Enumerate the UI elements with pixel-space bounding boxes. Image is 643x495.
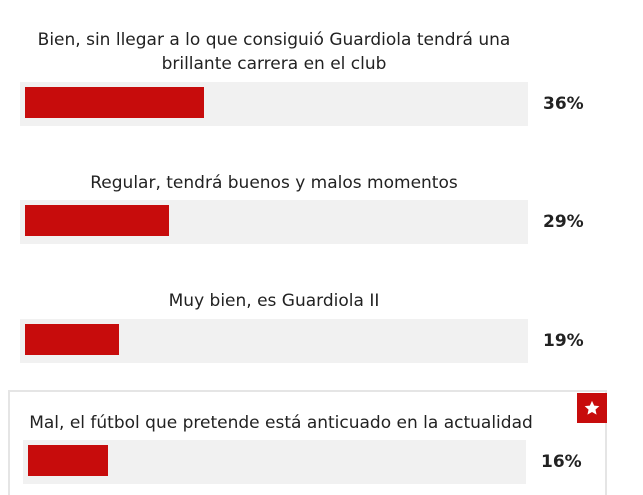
poll-option-3-bar-track — [20, 319, 528, 363]
star-icon — [584, 400, 600, 415]
poll-option-2-percent: 29% — [543, 212, 584, 232]
poll-option-1-label: Bien, sin llegar a lo que consiguió Guar… — [20, 28, 528, 76]
poll-option-1-label-line1: Bien, sin llegar a lo que consiguió Guar… — [37, 30, 511, 50]
poll-option-4-percent: 16% — [541, 452, 582, 472]
poll-option-3-percent: 19% — [543, 331, 584, 351]
poll-option-2-bar-track — [20, 200, 528, 244]
poll-option-2-label-line1: Regular, tendrá buenos y malos momentos — [90, 173, 458, 193]
poll-option-1-label-line2: brillante carrera en el club — [161, 54, 387, 74]
poll-option-3-label-line1: Muy bien, es Guardiola II — [168, 291, 380, 311]
featured-badge — [577, 393, 607, 423]
poll-option-1-bar-fill — [25, 87, 204, 118]
poll-option-4-bar-fill — [28, 445, 108, 476]
poll-option-1-percent: 36% — [543, 94, 584, 114]
poll-option-4-label: Mal, el fútbol que pretende está anticua… — [22, 411, 540, 435]
poll-option-2-label: Regular, tendrá buenos y malos momentos — [20, 171, 528, 195]
poll-option-3-label: Muy bien, es Guardiola II — [20, 289, 528, 313]
poll-option-4-label-line1: Mal, el fútbol que pretende está anticua… — [29, 413, 533, 433]
poll-option-1-bar-track — [20, 82, 528, 126]
poll-option-4-bar-track — [23, 440, 526, 484]
poll-option-2-bar-fill — [25, 205, 169, 236]
poll-option-3-bar-fill — [25, 324, 119, 355]
